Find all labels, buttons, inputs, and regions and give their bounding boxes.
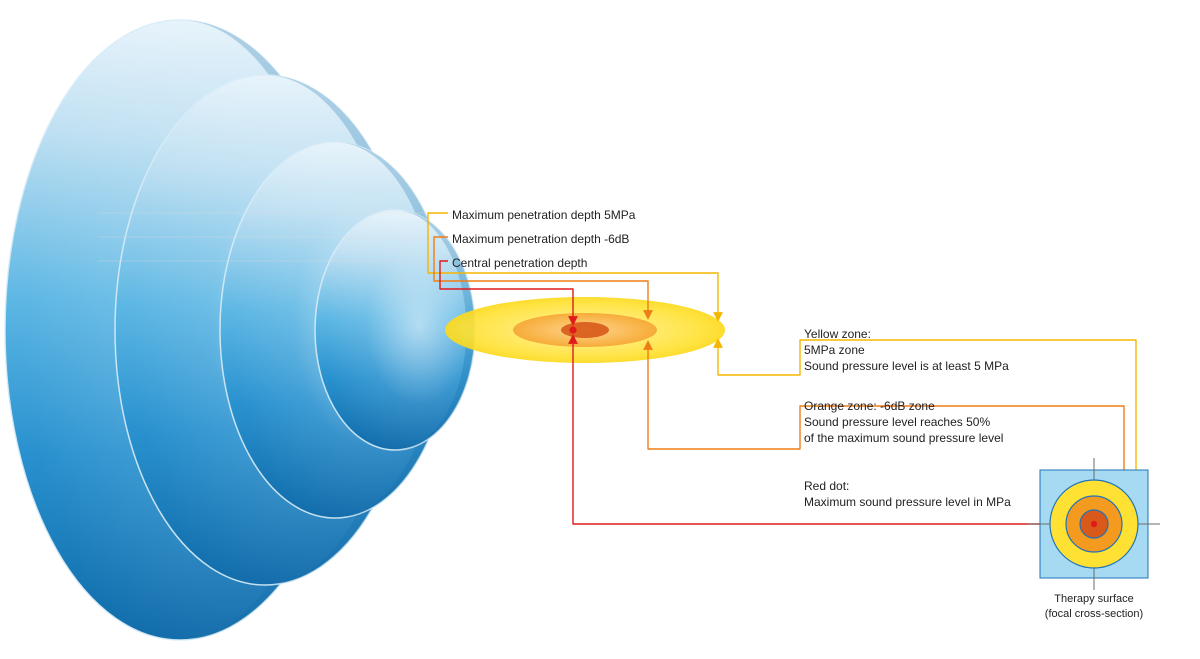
label: Maximum penetration depth -6dB xyxy=(452,231,629,247)
focus-side-view xyxy=(445,297,725,363)
label: Maximum penetration depth 5MPa xyxy=(452,207,635,223)
therapy-cross-section xyxy=(1028,458,1160,590)
label: Orange zone: -6dB zone Sound pressure le… xyxy=(804,398,1003,447)
label: Therapy surface (focal cross-section) xyxy=(944,592,1200,622)
label: Central penetration depth xyxy=(452,255,587,271)
label: Yellow zone: 5MPa zone Sound pressure le… xyxy=(804,326,1009,375)
wave-discs xyxy=(5,20,475,640)
label: Red dot: Maximum sound pressure level in… xyxy=(804,478,1011,510)
